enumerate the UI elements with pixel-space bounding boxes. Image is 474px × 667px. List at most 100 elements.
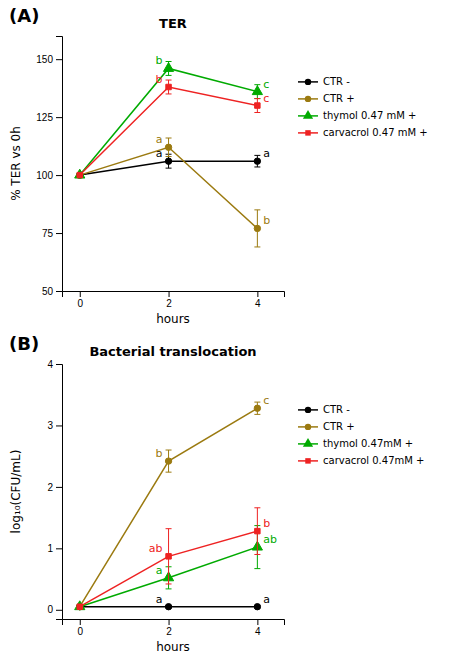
x-axis: 0 2 4 [63,619,285,637]
series [75,526,263,610]
series [77,604,261,610]
error-bar [166,450,172,472]
point [77,604,83,610]
y-tick-mark [56,425,62,426]
x-tick-mark [257,619,258,625]
x-axis-line [63,620,285,626]
x-tick-mark [80,619,81,625]
y-axis-line [56,365,63,620]
x-tick: 4 [255,291,261,309]
series [77,154,261,178]
x-tick-label: 0 [77,626,83,637]
error-bar [254,155,260,167]
error-bar [166,138,172,157]
y-tick-label: 150 [36,54,53,65]
legend-label: CTR + [323,93,355,104]
title: Bacterial translocation [89,344,256,359]
x-axis: 024 [63,291,285,309]
y-tick-mark [56,117,62,118]
series-line [80,408,258,606]
point [254,158,260,164]
y-tick-label: 50 [42,286,54,297]
legend-label: CTR + [323,421,355,432]
y-tick-label: 100 [36,170,53,181]
legend-entry: carvacrol 0.47mM + [298,455,424,466]
y-tick-label: 75 [42,228,54,239]
y-tick: 150 [36,54,62,65]
y-tick-mark [56,364,62,365]
legend-swatch-marker [303,110,313,119]
legend-entry: thymol 0.47mM + [298,438,413,449]
x-tick-label: 4 [255,626,261,637]
x-tick: 0 [77,291,83,309]
y-tick-label: 2 [47,482,53,493]
y-axis: 50 75 100 125 150 [36,37,62,297]
series [77,80,261,178]
figure: 0245075100125150hours% TER vs 0hTERbbaac… [0,0,474,667]
y-tick-label: 0 [47,604,53,615]
point [77,172,82,177]
series-line [80,68,258,175]
point [166,554,171,559]
point [165,604,171,610]
y-tick-label: 4 [47,359,53,370]
annotation: c [263,78,269,91]
legend-swatch-marker [305,79,311,85]
y-axis-title: log₁₀(CFU/mL) [9,450,23,534]
legend-swatch-marker [305,424,311,430]
legend-entry: CTR - [298,404,350,415]
annotation: c [263,394,269,407]
x-tick-mark [80,291,81,297]
point [165,158,171,164]
y-tick-mark [56,548,62,549]
legend-swatch-marker [305,130,310,135]
y-tick: 75 [42,228,62,239]
title: TER [159,16,187,31]
x-axis-title: hours [156,312,190,326]
error-bar [166,529,172,584]
x-tick: 4 [255,619,261,637]
y-tick: 3 [47,420,62,431]
series [77,402,261,610]
x-tick: 2 [166,619,172,637]
annotation: b [263,517,270,530]
y-tick: 2 [47,482,62,493]
legend-swatch-marker [305,96,311,102]
point [77,172,83,178]
x-tick-mark [257,291,258,297]
series-line [80,147,258,228]
y-axis-line [56,37,63,292]
legend-entry: carvacrol 0.47 mM + [298,127,428,138]
annotations: babaacbaba [149,394,277,605]
legend: CTR - CTR + thymol 0.47mM + carvacrol 0.47m… [298,404,424,466]
y-tick: 100 [36,170,62,181]
legend-swatch-marker [305,407,311,413]
legend-entry: CTR - [298,76,350,87]
point [166,84,171,89]
annotation: a [156,564,163,577]
y-tick: 0 [47,604,62,615]
y-tick: 50 [42,286,62,297]
legend: CTR - CTR + thymol 0.47 mM + carvacrol 0.47… [298,76,428,138]
legend-entry: CTR + [298,93,355,104]
annotations: bbaaccab [156,54,271,227]
annotation: a [156,593,163,606]
legend-label: thymol 0.47 mM + [323,110,416,121]
y-tick: 125 [36,112,62,123]
annotation: ab [149,542,163,555]
legend-swatch-marker [303,438,313,447]
legend-swatch-marker [305,458,310,463]
error-bar [166,80,172,94]
y-tick-label: 1 [47,543,53,554]
y-tick-label: 125 [36,112,53,123]
point [255,103,260,108]
annotation: b [263,214,270,227]
point [255,528,260,533]
annotation: b [156,54,163,67]
y-axis-title: % TER vs 0h [9,126,23,201]
error-bar [254,508,260,555]
y-tick: 4 [47,359,62,370]
annotation: c [263,92,269,105]
x-tick-label: 4 [255,298,261,309]
y-tick-mark [56,175,62,176]
